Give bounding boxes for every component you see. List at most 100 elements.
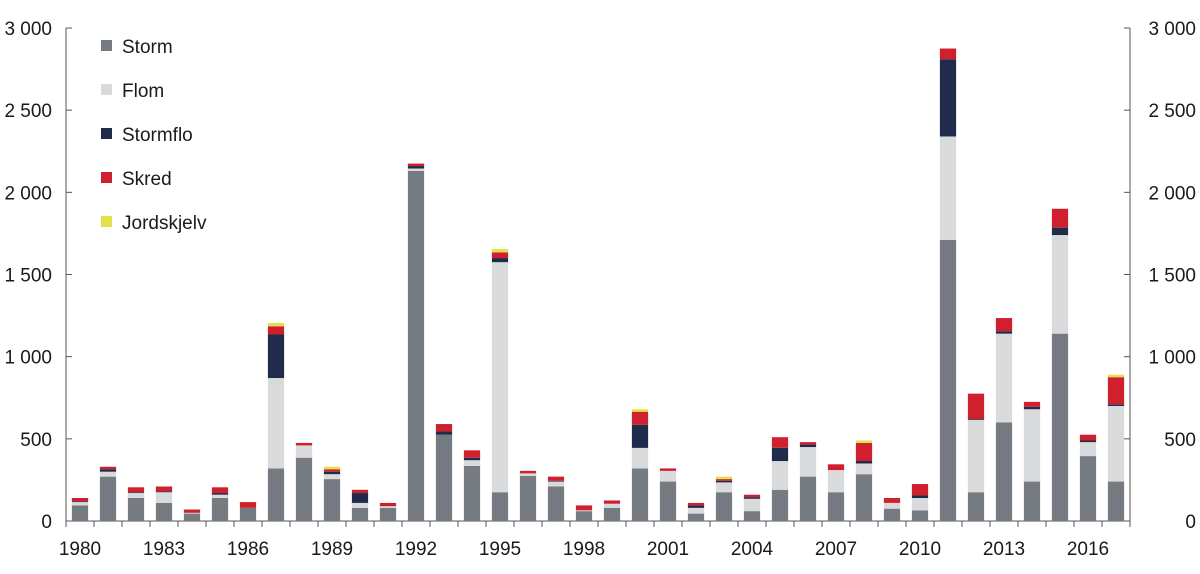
bar-segment-skred-1981 (99, 466, 117, 470)
bar-segment-flom-1982 (127, 493, 145, 498)
left-y-tick-label: 3 000 (4, 19, 52, 40)
bar-segment-storm-1988 (295, 457, 313, 521)
bar-segment-skred-1999 (603, 500, 621, 504)
bar-segment-flom-1994 (463, 460, 481, 466)
bar-segment-storm-2003 (715, 492, 733, 521)
bar-segment-flom-2012 (967, 419, 985, 493)
bar-segment-flom-1992 (407, 168, 425, 171)
bar-segment-jordskjelv-2003 (715, 476, 733, 480)
bar-segment-stormflo-1981 (99, 469, 117, 472)
bar-segment-stormflo-2008 (855, 461, 873, 464)
bar-segment-stormflo-2006 (799, 444, 817, 448)
bar-segment-storm-2015 (1051, 333, 1069, 521)
x-tick-label: 1983 (143, 539, 185, 560)
bar-segment-stormflo-1982 (127, 492, 145, 494)
bar-segment-storm-2001 (659, 481, 677, 521)
bar-segment-storm-1996 (519, 475, 537, 521)
bar-segment-flom-1987 (267, 378, 285, 469)
bar-segment-stormflo-1995 (491, 258, 509, 263)
bar-segment-stormflo-2015 (1051, 227, 1069, 236)
bar-segment-stormflo-1992 (407, 166, 425, 169)
x-tick-label: 1980 (59, 539, 101, 560)
x-tick-label: 2001 (647, 539, 689, 560)
bar-segment-skred-2003 (715, 479, 733, 481)
bar-segment-skred-2011 (939, 48, 957, 60)
bar-segment-flom-1981 (99, 471, 117, 477)
bar-segment-flom-1989 (323, 474, 341, 480)
x-tick-label: 2004 (731, 539, 774, 560)
bar-segment-storm-2016 (1079, 456, 1097, 521)
right-y-tick-label: 0 (1185, 512, 1196, 533)
right-y-tick-label: 1 500 (1148, 266, 1196, 287)
bar-segment-jordskjelv-2000 (631, 409, 649, 412)
bar-segment-skred-2007 (827, 464, 845, 471)
x-tick-label: 2010 (899, 539, 941, 560)
bar-segment-storm-1985 (211, 497, 229, 521)
bar-segment-flom-2017 (1107, 405, 1125, 482)
x-tick-label: 1995 (479, 539, 521, 560)
bar-segment-storm-1981 (99, 476, 117, 521)
bar-segment-skred-1985 (211, 487, 229, 494)
left-y-tick-label: 1 500 (4, 266, 52, 287)
bar-segment-storm-2002 (687, 513, 705, 521)
bar-segment-skred-1988 (295, 442, 313, 446)
left-y-tick-label: 2 000 (4, 183, 52, 204)
bar-segment-stormflo-2010 (911, 495, 929, 498)
bar-segment-storm-2009 (883, 508, 901, 521)
bar-segment-flom-1988 (295, 445, 313, 458)
bar-segment-stormflo-1989 (323, 471, 341, 475)
right-y-tick-label: 3 000 (1148, 19, 1196, 40)
x-tick-label: 2013 (983, 539, 1025, 560)
legend-label-storm: Storm (122, 37, 173, 58)
x-tick-label: 1989 (311, 539, 353, 560)
bar-segment-storm-2010 (911, 510, 929, 521)
x-axis: 1980 1983 1986 1989 1992 1995 1998 2001 2004 2007… (59, 520, 1131, 560)
bar-segment-flom-2009 (883, 502, 901, 509)
left-y-tick-label: 500 (20, 430, 52, 451)
bar-segment-skred-1991 (379, 502, 397, 507)
legend-label-flom: Flom (122, 81, 164, 102)
bars-group (71, 48, 1125, 522)
bar-segment-flom-2007 (827, 470, 845, 493)
legend-swatch-stormflo (101, 128, 112, 139)
bar-segment-storm-1984 (183, 513, 201, 521)
legend-label-stormflo: Stormflo (122, 125, 193, 146)
bar-segment-stormflo-2004 (743, 497, 761, 499)
bar-segment-storm-1997 (547, 486, 565, 521)
bar-segment-storm-2004 (743, 511, 761, 521)
legend-label-jordskjelv: Jordskjelv (122, 213, 207, 234)
bar-segment-storm-1993 (435, 434, 453, 521)
x-tick-label: 2007 (815, 539, 857, 560)
bar-segment-skred-1998 (575, 505, 593, 511)
x-tick-label: 2016 (1067, 539, 1109, 560)
bar-segment-stormflo-1980 (71, 501, 89, 503)
bar-segment-skred-2010 (911, 484, 929, 496)
bar-segment-skred-1984 (183, 509, 201, 513)
bar-segment-flom-1991 (379, 506, 397, 508)
bar-segment-storm-1989 (323, 479, 341, 521)
bar-segment-skred-1992 (407, 163, 425, 167)
bar-segment-skred-2015 (1051, 208, 1069, 228)
x-tick-label: 1986 (227, 539, 269, 560)
bar-segment-skred-1987 (267, 326, 285, 335)
bar-segment-flom-1995 (491, 262, 509, 493)
bar-segment-flom-1983 (155, 492, 173, 503)
bar-segment-skred-1995 (491, 252, 509, 259)
bar-segment-flom-2001 (659, 470, 677, 482)
right-y-tick-label: 2 500 (1148, 101, 1196, 122)
bar-segment-flom-2004 (743, 498, 761, 512)
bar-segment-storm-1983 (155, 502, 173, 521)
bar-segment-jordskjelv-2017 (1107, 374, 1125, 378)
bar-segment-stormflo-1993 (435, 431, 453, 435)
bar-segment-skred-2001 (659, 468, 677, 471)
legend-swatch-storm (101, 40, 112, 51)
bar-segment-storm-1992 (407, 170, 425, 521)
bar-segment-stormflo-1985 (211, 493, 229, 495)
bar-segment-storm-1982 (127, 497, 145, 521)
bar-segment-flom-2008 (855, 463, 873, 475)
x-tick-label: 1998 (563, 539, 605, 560)
left-y-tick-label: 1 000 (4, 348, 52, 369)
legend-label-skred: Skred (122, 169, 172, 190)
bar-segment-skred-1997 (547, 476, 565, 481)
